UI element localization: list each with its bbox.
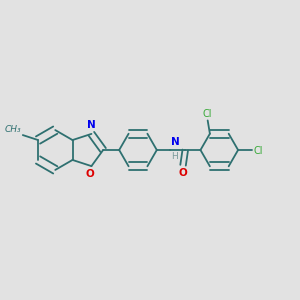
Text: Cl: Cl: [203, 109, 212, 119]
Text: H: H: [171, 152, 178, 161]
Text: CH₃: CH₃: [5, 125, 22, 134]
Text: N: N: [171, 137, 180, 147]
Text: N: N: [87, 120, 96, 130]
Text: O: O: [179, 168, 188, 178]
Text: O: O: [86, 169, 94, 179]
Text: Cl: Cl: [253, 146, 262, 156]
